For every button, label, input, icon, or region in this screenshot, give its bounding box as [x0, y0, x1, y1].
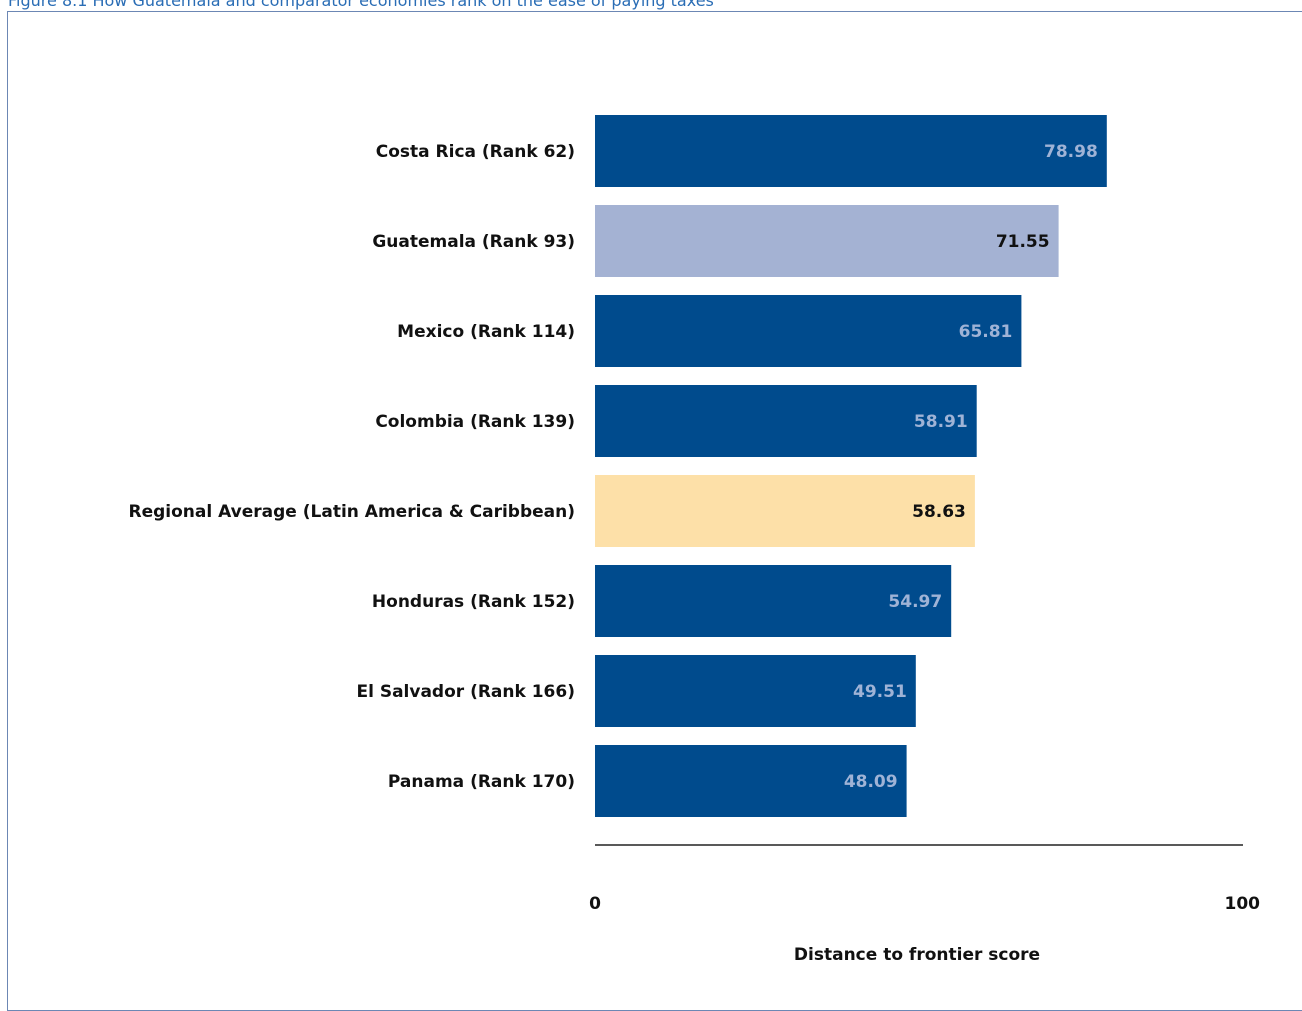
x-axis: 0 100 Distance to frontier score	[589, 844, 1261, 965]
bar	[595, 295, 1022, 367]
bar	[595, 655, 916, 727]
category-label: Mexico (Rank 114)	[397, 322, 575, 342]
value-label: 58.91	[914, 412, 968, 432]
bar	[595, 565, 952, 637]
value-label: 65.81	[959, 322, 1013, 342]
bars-group: Costa Rica (Rank 62) 78.98 Guatemala (Rank…	[129, 115, 1107, 817]
bar	[595, 115, 1107, 187]
bar	[595, 205, 1059, 277]
category-label: Panama (Rank 170)	[388, 772, 575, 792]
bar	[595, 475, 975, 547]
value-label: 71.55	[996, 232, 1050, 252]
value-label: 54.97	[888, 592, 942, 612]
category-label: Regional Average (Latin America & Caribb…	[129, 502, 576, 522]
x-axis-title: Distance to frontier score	[794, 945, 1040, 965]
category-label: Colombia (Rank 139)	[375, 412, 575, 432]
category-label: Costa Rica (Rank 62)	[376, 142, 575, 162]
value-label: 49.51	[853, 682, 907, 702]
category-label: El Salvador (Rank 166)	[356, 682, 575, 702]
x-tick-label: 100	[1225, 894, 1261, 914]
category-label: Guatemala (Rank 93)	[372, 232, 575, 252]
category-label: Honduras (Rank 152)	[372, 592, 575, 612]
value-label: 78.98	[1044, 142, 1098, 162]
bar	[595, 745, 907, 817]
x-tick-label: 0	[589, 894, 601, 914]
value-label: 58.63	[912, 502, 966, 522]
value-label: 48.09	[844, 772, 898, 792]
bar	[595, 385, 977, 457]
figure-title: Figure 8.1 How Guatemala and comparator …	[8, 0, 714, 10]
